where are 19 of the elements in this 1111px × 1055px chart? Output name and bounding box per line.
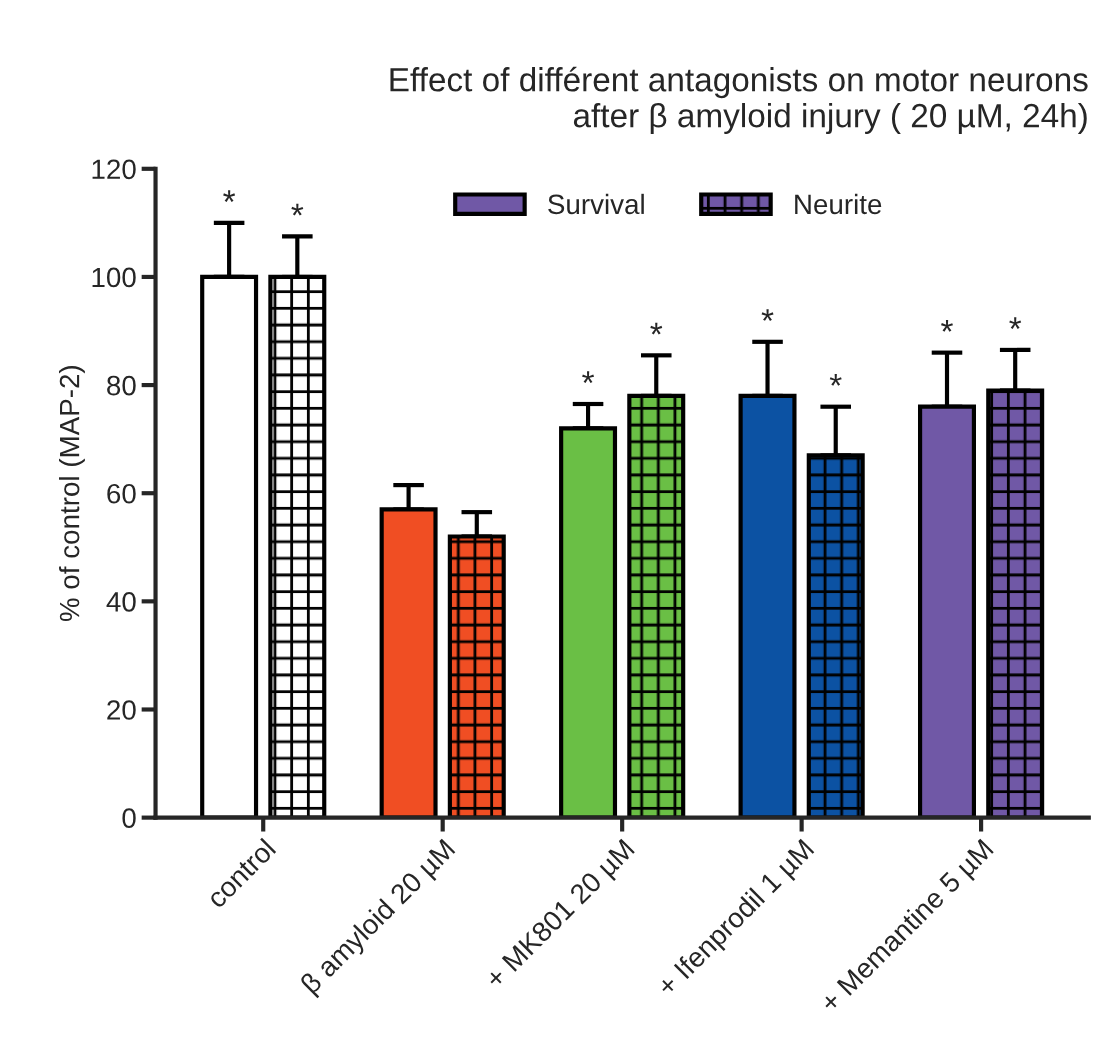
y-tick-label: 80 — [107, 375, 136, 396]
legend-label: Neurite — [795, 193, 882, 215]
data-label: * — [582, 371, 595, 384]
data-label: * — [291, 203, 304, 216]
data-label: * — [223, 190, 236, 202]
data-label: * — [761, 309, 774, 321]
legend-label: Survival — [548, 193, 644, 215]
data-label: * — [650, 322, 663, 335]
y-tick-label: 0 — [122, 808, 136, 828]
y-tick-label: 20 — [107, 700, 136, 720]
chart-title: Effect of différent antagonists on motor neurons after β amyloid injury ( 20 µM, 24h) — [390, 66, 1088, 135]
data-label: * — [941, 320, 953, 332]
data-label: * — [829, 374, 842, 386]
y-tick-label: 100 — [92, 267, 136, 288]
y-tick-label: 120 — [92, 159, 136, 180]
y-tick-label: 60 — [107, 483, 136, 504]
y-axis-title: % of control (MAP-2) — [59, 366, 85, 622]
data-label: * — [1009, 317, 1022, 330]
y-tick-label: 40 — [106, 592, 136, 612]
